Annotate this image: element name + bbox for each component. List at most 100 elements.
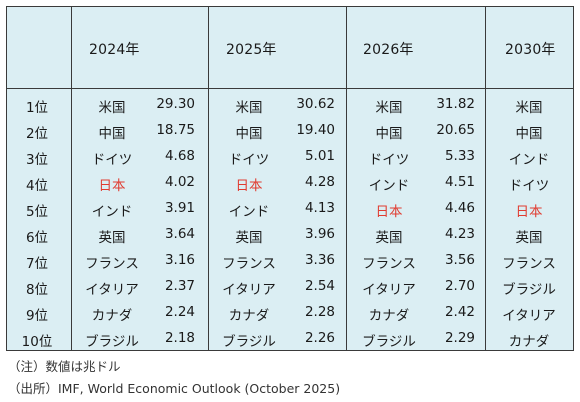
table-row: 8位 イタリア 2.37 イタリア 2.54 イタリア 2.70 ブラジル [7, 274, 573, 300]
gdp-value-cell: 2.29 [444, 330, 475, 346]
table-row: 3位 ドイツ 4.68 ドイツ 5.01 ドイツ 5.33 インド [7, 144, 573, 170]
country-cell-2030: イタリア [502, 308, 556, 324]
header-2030: 2030年 [505, 42, 556, 58]
country-cell-2030: ブラジル [502, 282, 556, 298]
column-divider [485, 7, 486, 350]
header-2026: 2026年 [363, 42, 414, 58]
gdp-value-cell: 2.26 [304, 330, 335, 346]
country-cell: 中国 [235, 126, 263, 142]
table-row: 6位 英国 3.64 英国 3.96 英国 4.23 英国 [7, 222, 573, 248]
table-row: 1位 米国 29.30 米国 30.62 米国 31.82 米国 [7, 92, 573, 118]
country-cell-2030: ドイツ [508, 178, 550, 194]
country-cell: インド [228, 204, 270, 220]
column-divider [346, 7, 347, 350]
country-cell-2030: フランス [502, 256, 556, 272]
gdp-value-cell: 3.64 [164, 226, 195, 242]
gdp-value-cell: 2.18 [164, 330, 195, 346]
gdp-ranking-table: 2024年 2025年 2026年 2030年 1位 米国 29.30 米国 30.62… [6, 6, 574, 351]
country-cell-2030: 中国 [515, 126, 543, 142]
country-cell: ブラジル [222, 334, 276, 350]
gdp-value-cell: 3.91 [164, 200, 195, 216]
rank-cell: 8位 [25, 282, 49, 298]
country-cell: 英国 [235, 230, 263, 246]
gdp-value-cell: 4.02 [164, 174, 195, 190]
rank-cell: 4位 [25, 178, 49, 194]
rank-cell: 2位 [25, 126, 49, 142]
gdp-value-cell: 4.51 [444, 174, 475, 190]
gdp-value-cell: 5.33 [444, 148, 475, 164]
gdp-value-cell: 3.36 [304, 252, 335, 268]
gdp-value-cell: 4.46 [444, 200, 475, 216]
source-note: （出所）IMF, World Economic Outlook (October… [8, 381, 341, 396]
header-2025: 2025年 [226, 42, 277, 58]
rank-cell: 10位 [21, 334, 53, 350]
country-cell: ドイツ [91, 152, 133, 168]
table-row: 4位 日本 4.02 日本 4.28 インド 4.51 ドイツ [7, 170, 573, 196]
country-cell-2030: カナダ [508, 334, 550, 350]
country-cell: 英国 [375, 230, 403, 246]
gdp-value-cell: 2.70 [444, 278, 475, 294]
country-cell: ドイツ [368, 152, 410, 168]
gdp-value-cell: 20.65 [436, 122, 475, 138]
gdp-value-cell: 3.16 [164, 252, 195, 268]
country-cell: インド [368, 178, 410, 194]
table-body: 1位 米国 29.30 米国 30.62 米国 31.82 米国 2位 中国 18.75 中国 19.4… [7, 92, 573, 352]
country-cell-2030: 日本 [515, 204, 543, 220]
country-cell: 中国 [375, 126, 403, 142]
table-row: 10位 ブラジル 2.18 ブラジル 2.26 ブラジル 2.29 カナダ [7, 326, 573, 352]
country-cell-2030: 米国 [515, 100, 543, 116]
gdp-value-cell: 4.23 [444, 226, 475, 242]
gdp-value-cell: 3.56 [444, 252, 475, 268]
rank-cell: 7位 [25, 256, 49, 272]
gdp-value-cell: 19.40 [296, 122, 335, 138]
country-cell: 中国 [98, 126, 126, 142]
gdp-value-cell: 31.82 [436, 96, 475, 112]
table-row: 5位 インド 3.91 インド 4.13 日本 4.46 日本 [7, 196, 573, 222]
gdp-value-cell: 29.30 [156, 96, 195, 112]
rank-cell: 5位 [25, 204, 49, 220]
gdp-value-cell: 2.54 [304, 278, 335, 294]
country-cell: フランス [222, 256, 276, 272]
country-cell: フランス [362, 256, 416, 272]
table-row: 2位 中国 18.75 中国 19.40 中国 20.65 中国 [7, 118, 573, 144]
footnotes: （注）数値は兆ドル （出所）IMF, World Economic Outloo… [8, 356, 340, 400]
table-header-row: 2024年 2025年 2026年 2030年 [7, 7, 573, 89]
table-row: 9位 カナダ 2.24 カナダ 2.28 カナダ 2.42 イタリア [7, 300, 573, 326]
column-divider [208, 7, 209, 350]
rank-cell: 3位 [25, 152, 49, 168]
gdp-value-cell: 18.75 [156, 122, 195, 138]
country-cell: 米国 [235, 100, 263, 116]
country-cell: ドイツ [228, 152, 270, 168]
header-2024: 2024年 [89, 42, 140, 58]
unit-note: （注）数値は兆ドル [8, 359, 121, 374]
gdp-value-cell: 2.42 [444, 304, 475, 320]
gdp-value-cell: 2.28 [304, 304, 335, 320]
country-cell: カナダ [228, 308, 270, 324]
table-row: 7位 フランス 3.16 フランス 3.36 フランス 3.56 フランス [7, 248, 573, 274]
gdp-value-cell: 2.24 [164, 304, 195, 320]
gdp-value-cell: 5.01 [304, 148, 335, 164]
gdp-value-cell: 4.28 [304, 174, 335, 190]
country-cell: 日本 [98, 178, 126, 194]
country-cell: イタリア [362, 282, 416, 298]
country-cell-2030: 英国 [515, 230, 543, 246]
country-cell: カナダ [368, 308, 410, 324]
rank-cell: 6位 [25, 230, 49, 246]
gdp-value-cell: 3.96 [304, 226, 335, 242]
gdp-value-cell: 4.68 [164, 148, 195, 164]
gdp-value-cell: 4.13 [304, 200, 335, 216]
gdp-value-cell: 2.37 [164, 278, 195, 294]
country-cell: ブラジル [362, 334, 416, 350]
rank-cell: 9位 [25, 308, 49, 324]
country-cell: 日本 [375, 204, 403, 220]
country-cell: イタリア [85, 282, 139, 298]
country-cell-2030: インド [508, 152, 550, 168]
country-cell: カナダ [91, 308, 133, 324]
country-cell: 日本 [235, 178, 263, 194]
country-cell: 米国 [98, 100, 126, 116]
rank-cell: 1位 [25, 100, 49, 116]
country-cell: 米国 [375, 100, 403, 116]
column-divider [71, 7, 72, 350]
country-cell: 英国 [98, 230, 126, 246]
country-cell: インド [91, 204, 133, 220]
